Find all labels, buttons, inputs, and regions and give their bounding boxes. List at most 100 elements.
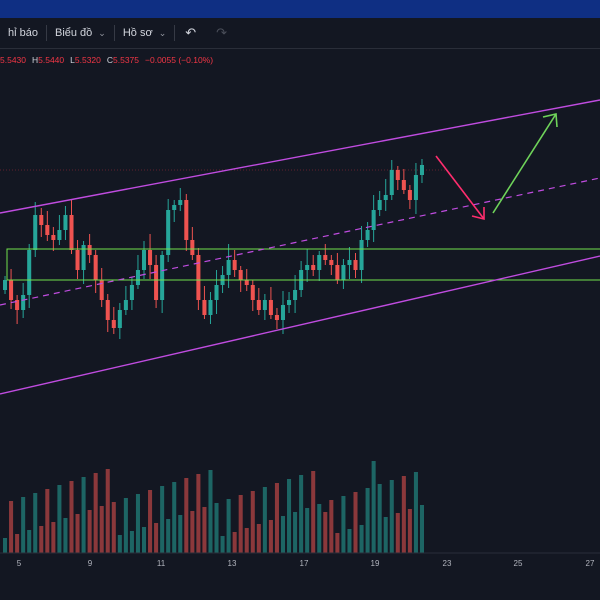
chevron-down-icon: ⌄ (98, 27, 106, 38)
volume-bar (3, 538, 8, 553)
redo-icon: ↷ (216, 25, 228, 40)
candle-body (353, 260, 358, 270)
candle-body (280, 305, 286, 320)
volume-bar (347, 529, 352, 553)
candle-body (377, 200, 382, 210)
time-axis-tick-label: 25 (514, 559, 523, 568)
candle-body (268, 300, 273, 315)
channel-upper-line[interactable] (0, 99, 600, 214)
volume-bar (117, 535, 122, 553)
volume-bar (359, 525, 364, 553)
candle-body (3, 280, 8, 290)
volume-bar (99, 506, 104, 553)
channel-midline-dashed[interactable] (0, 177, 600, 306)
candle-body (75, 250, 80, 270)
volume-bar (129, 531, 134, 553)
ohlc-close-key: C (106, 55, 114, 65)
candle-body (232, 260, 237, 270)
undo-icon[interactable]: ↶ (185, 25, 197, 40)
volume-bar (299, 475, 304, 553)
volume-bar (51, 522, 56, 553)
candle-body (117, 310, 122, 328)
volume-bar (244, 528, 249, 553)
candle-body (329, 260, 334, 265)
candle-body (202, 300, 207, 315)
volume-bar (419, 505, 424, 553)
volume-bar (9, 501, 14, 553)
chart-type-menu[interactable]: Biểu đồ ⌄ (47, 18, 114, 48)
time-axis-tick-label: 9 (88, 559, 93, 568)
candle-body (389, 170, 394, 195)
chevron-down-icon: ⌄ (158, 27, 167, 38)
volume-bar (389, 480, 394, 553)
candle-body (9, 280, 14, 300)
ohlc-low-value: 5.5320 (74, 55, 101, 65)
candle-body (262, 300, 267, 310)
candle-body (45, 225, 50, 235)
volume-bar (220, 536, 225, 553)
volume-bar (226, 499, 231, 553)
chart-toolbar: hỉ báo Biểu đồ ⌄ Hồ sơ ⌄ ↶ ↷ (0, 18, 600, 49)
volume-bar (105, 469, 110, 553)
candle-body (341, 265, 346, 280)
candle-body (419, 165, 424, 175)
candle-body (371, 210, 376, 230)
volume-bar (111, 502, 116, 553)
support-resistance-zone[interactable] (6, 248, 600, 281)
volume-bar (274, 483, 279, 553)
volume-bar (160, 486, 165, 553)
candle-body (244, 280, 249, 285)
volume-bar (148, 490, 153, 553)
volume-bar (154, 523, 159, 553)
candle-body (335, 265, 340, 280)
candle-body (129, 285, 134, 300)
volume-bars (3, 461, 424, 553)
toolbar-divider (45, 25, 47, 41)
arrow-down[interactable] (435, 155, 485, 221)
volume-bar (75, 514, 80, 553)
time-axis-tick-label: 27 (586, 559, 595, 568)
channel-lower-line[interactable] (0, 255, 600, 395)
candle-body (15, 300, 20, 310)
time-axis-tick-label: 5 (17, 559, 22, 568)
profile-menu[interactable]: Hồ sơ ⌄ (115, 18, 174, 48)
indicators-button[interactable]: hỉ báo (0, 18, 46, 48)
toolbar-divider (113, 25, 115, 41)
candle-body (154, 265, 159, 300)
candle-body (178, 200, 183, 205)
arrow-up[interactable] (492, 113, 558, 214)
indicators-label: hỉ báo (8, 27, 38, 39)
volume-bar (407, 509, 412, 553)
candle-body (401, 180, 406, 190)
candle-body (208, 300, 213, 315)
time-axis-tick-label: 13 (228, 559, 237, 568)
volume-bar (135, 494, 140, 553)
candle-body (87, 245, 92, 255)
volume-bar (27, 530, 32, 553)
candle-body (81, 245, 86, 270)
volume-bar (202, 507, 207, 553)
volume-bar (123, 498, 128, 553)
chart-type-label: Biểu đồ (54, 27, 93, 39)
volume-bar (184, 478, 189, 553)
ohlc-high-key: H (32, 55, 39, 65)
candle-body (184, 200, 189, 240)
volume-bar (395, 513, 400, 553)
volume-bar (178, 515, 183, 553)
candle-body (407, 190, 412, 200)
volume-bar (377, 484, 382, 553)
candle-body (93, 255, 98, 280)
volume-bar (208, 470, 213, 553)
volume-bar (280, 516, 286, 553)
candle-body (190, 240, 195, 255)
candle-body (39, 215, 44, 225)
volume-bar (190, 511, 195, 553)
candle-body (99, 280, 104, 300)
volume-bar (256, 524, 261, 553)
ohlc-change-value: −0.0055 (−0.10%) (145, 55, 214, 65)
time-axis-tick-label: 23 (443, 559, 452, 568)
ohlc-low-key: L (70, 55, 75, 65)
candle-body (256, 300, 261, 310)
volume-bar (371, 461, 376, 553)
